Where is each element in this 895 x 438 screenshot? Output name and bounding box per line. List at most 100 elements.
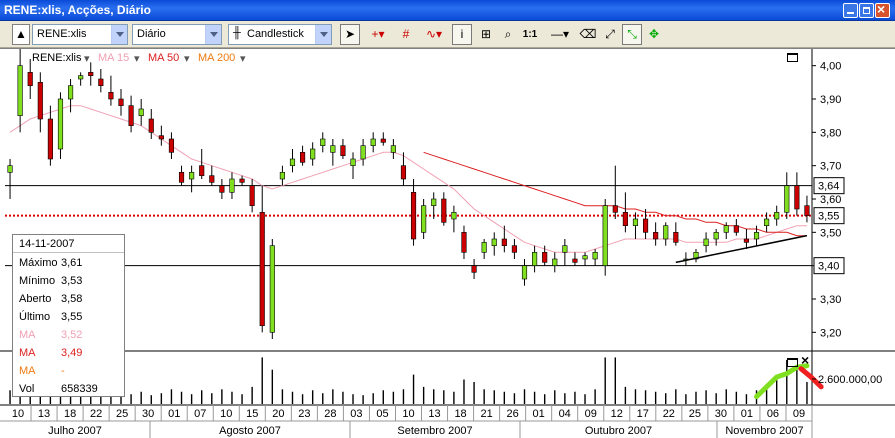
- day-label: 05: [376, 408, 388, 420]
- legend-dropdown-icon[interactable]: ▾: [134, 53, 140, 65]
- candle-body: [774, 212, 780, 220]
- candle-body: [673, 232, 679, 243]
- chart-type-select[interactable]: Candlestick ╫: [228, 24, 332, 45]
- row-value: 3,55: [61, 311, 83, 323]
- price-marker-box: [813, 177, 845, 195]
- day-label: 20: [272, 408, 284, 420]
- candle-body: [199, 165, 205, 176]
- draw-icon[interactable]: ⤡: [622, 24, 642, 45]
- legend-ma15[interactable]: MA 15: [98, 52, 130, 64]
- candle-body: [572, 258, 578, 263]
- price-tick-label: 3,60: [820, 194, 841, 206]
- close-pane-icon[interactable]: ×: [801, 352, 810, 368]
- line-icon[interactable]: —▾: [550, 27, 570, 41]
- chart-area[interactable]: 4,00 3,90 3,80 3,70 3,60 3,50 3,40 3,30 3,20 3,64…: [0, 48, 895, 438]
- legend-dropdown-icon[interactable]: ▾: [84, 53, 90, 65]
- volume-up-curve: [754, 363, 810, 400]
- crosshair-icon[interactable]: +▾: [371, 27, 385, 41]
- legend-ma200[interactable]: MA 200: [198, 52, 236, 64]
- candle-body: [542, 252, 548, 263]
- grid-icon[interactable]: #: [402, 27, 410, 41]
- annotate-icon[interactable]: ⊞: [480, 27, 492, 41]
- candle-body: [158, 135, 164, 140]
- price-chart[interactable]: 4,00 3,90 3,80 3,70 3,60 3,50 3,40 3,30 3,20 3,64…: [0, 49, 895, 438]
- chart-toolbar: ▲ RENE:xlis Diário Candlestick ╫ ➤ +▾ # …: [0, 21, 895, 48]
- legend-symbol: RENE:xlis: [32, 52, 82, 64]
- row-value: 658339: [61, 383, 98, 395]
- day-label: 12: [611, 408, 623, 420]
- candle-body: [592, 252, 598, 260]
- info-icon[interactable]: i: [452, 24, 472, 45]
- maximize-pane-icon[interactable]: [787, 53, 798, 62]
- price-tick-label: 3,70: [820, 161, 841, 173]
- day-label: 17: [637, 408, 649, 420]
- candle-body: [642, 218, 649, 233]
- candle-body: [804, 205, 810, 216]
- candle-body: [310, 148, 316, 160]
- chart-type-value: Candlestick: [247, 28, 304, 40]
- candle-body: [88, 72, 94, 76]
- close-button[interactable]: [875, 1, 890, 18]
- data-window-row: MA 3,52: [13, 326, 124, 344]
- chevron-down-icon[interactable]: [111, 25, 127, 44]
- data-window-row: Aberto 3,58: [13, 290, 124, 308]
- zoom-icon[interactable]: ⌕: [504, 27, 512, 41]
- legend-dropdown-icon[interactable]: ▾: [184, 53, 190, 65]
- fullscreen-icon[interactable]: ⤢: [605, 27, 615, 41]
- trendline: [675, 234, 808, 264]
- chevron-down-icon[interactable]: [315, 25, 331, 44]
- indicator-icon[interactable]: ∿▾: [425, 27, 443, 41]
- day-label: 01: [533, 408, 545, 420]
- candle-body: [521, 265, 528, 280]
- maximize-pane-icon[interactable]: [787, 358, 798, 367]
- candle-body: [269, 245, 275, 333]
- candle-body: [98, 78, 104, 86]
- candle-body: [602, 205, 608, 266]
- row-label: MA: [19, 365, 36, 377]
- data-window-date-row: 14-11-2007: [13, 235, 124, 253]
- candle-body: [249, 185, 255, 206]
- chevron-down-icon[interactable]: [205, 25, 221, 44]
- day-label: 28: [324, 408, 336, 420]
- candle-body: [7, 165, 13, 173]
- candle-body: [713, 232, 719, 240]
- candle-body: [390, 145, 396, 153]
- day-label: 10: [220, 408, 232, 420]
- day-label: 09: [585, 408, 597, 420]
- row-label: Vol: [19, 383, 35, 395]
- maximize-button[interactable]: [859, 3, 874, 18]
- candle-body: [481, 242, 487, 253]
- price-marker-box: [813, 257, 845, 275]
- candle-body: [320, 138, 326, 146]
- candle-body: [219, 185, 225, 193]
- candle-body: [47, 118, 53, 160]
- day-label: 22: [663, 408, 675, 420]
- candle-body: [451, 212, 457, 220]
- eraser-icon[interactable]: ⌫: [579, 27, 597, 41]
- legend-ma50[interactable]: MA 50: [148, 52, 180, 64]
- candle-body: [118, 98, 124, 106]
- candle-body: [632, 218, 639, 226]
- candle-body: [78, 75, 84, 80]
- ratio-icon[interactable]: 1:1: [522, 29, 538, 40]
- data-window-row: Vol 658339: [13, 380, 124, 398]
- arrow-icon[interactable]: ➤: [340, 24, 360, 45]
- period-select[interactable]: Diário: [132, 24, 222, 45]
- price-tick-label: 3,80: [820, 127, 841, 139]
- minimize-button[interactable]: [843, 3, 858, 18]
- window-titlebar[interactable]: RENE:xlis, Acções, Diário: [0, 0, 895, 21]
- legend-dropdown-icon[interactable]: ▾: [240, 53, 246, 65]
- symbol-select[interactable]: RENE:xlis: [32, 24, 128, 45]
- ma15-line: [9, 105, 807, 253]
- candle-body: [723, 225, 729, 233]
- day-label: 06: [767, 408, 779, 420]
- row-label: Aberto: [19, 293, 52, 305]
- color-icon[interactable]: ✥: [648, 27, 660, 41]
- price-marker-label: 3,40: [818, 261, 839, 273]
- price-marker-box: [813, 207, 845, 225]
- day-label: 07: [194, 408, 206, 420]
- day-label: 18: [454, 408, 466, 420]
- candle-body: [57, 98, 64, 150]
- candle-body: [421, 205, 427, 233]
- collapse-icon[interactable]: ▲: [12, 24, 30, 45]
